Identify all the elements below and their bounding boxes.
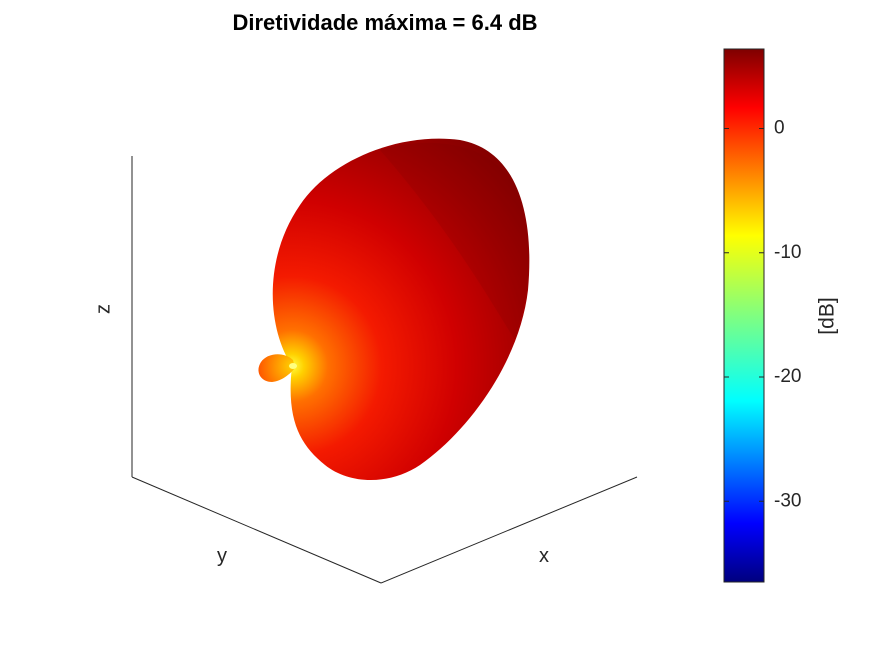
pattern-null-spot <box>289 363 297 369</box>
back-lobe <box>258 354 295 382</box>
colorbar-frame <box>723 48 765 583</box>
colorbar-label: [dB] <box>816 297 839 334</box>
axes-box <box>131 156 638 584</box>
y-axis-label: y <box>217 545 227 567</box>
y-axis-line <box>131 476 382 584</box>
main-lobe <box>272 138 530 480</box>
colorbar-tick-label: -30 <box>774 490 801 511</box>
colorbar-tick-label: -10 <box>774 242 801 263</box>
colorbar-ticks: 0 -10 -20 -30 <box>724 118 801 511</box>
colorbar-tick-label: -20 <box>774 366 801 387</box>
colorbar-gradient <box>724 49 764 582</box>
main-lobe-shade <box>380 142 529 340</box>
chart-title: Diretividade máxima = 6.4 dB <box>232 10 537 35</box>
x-axis-label: x <box>539 545 549 567</box>
radiation-pattern-surface <box>258 138 530 480</box>
colorbar-tick-label: 0 <box>774 118 785 139</box>
colorbar: 0 -10 -20 -30 [dB] <box>723 48 839 583</box>
z-axis-label: z <box>92 304 114 314</box>
x-axis-line <box>380 476 638 584</box>
